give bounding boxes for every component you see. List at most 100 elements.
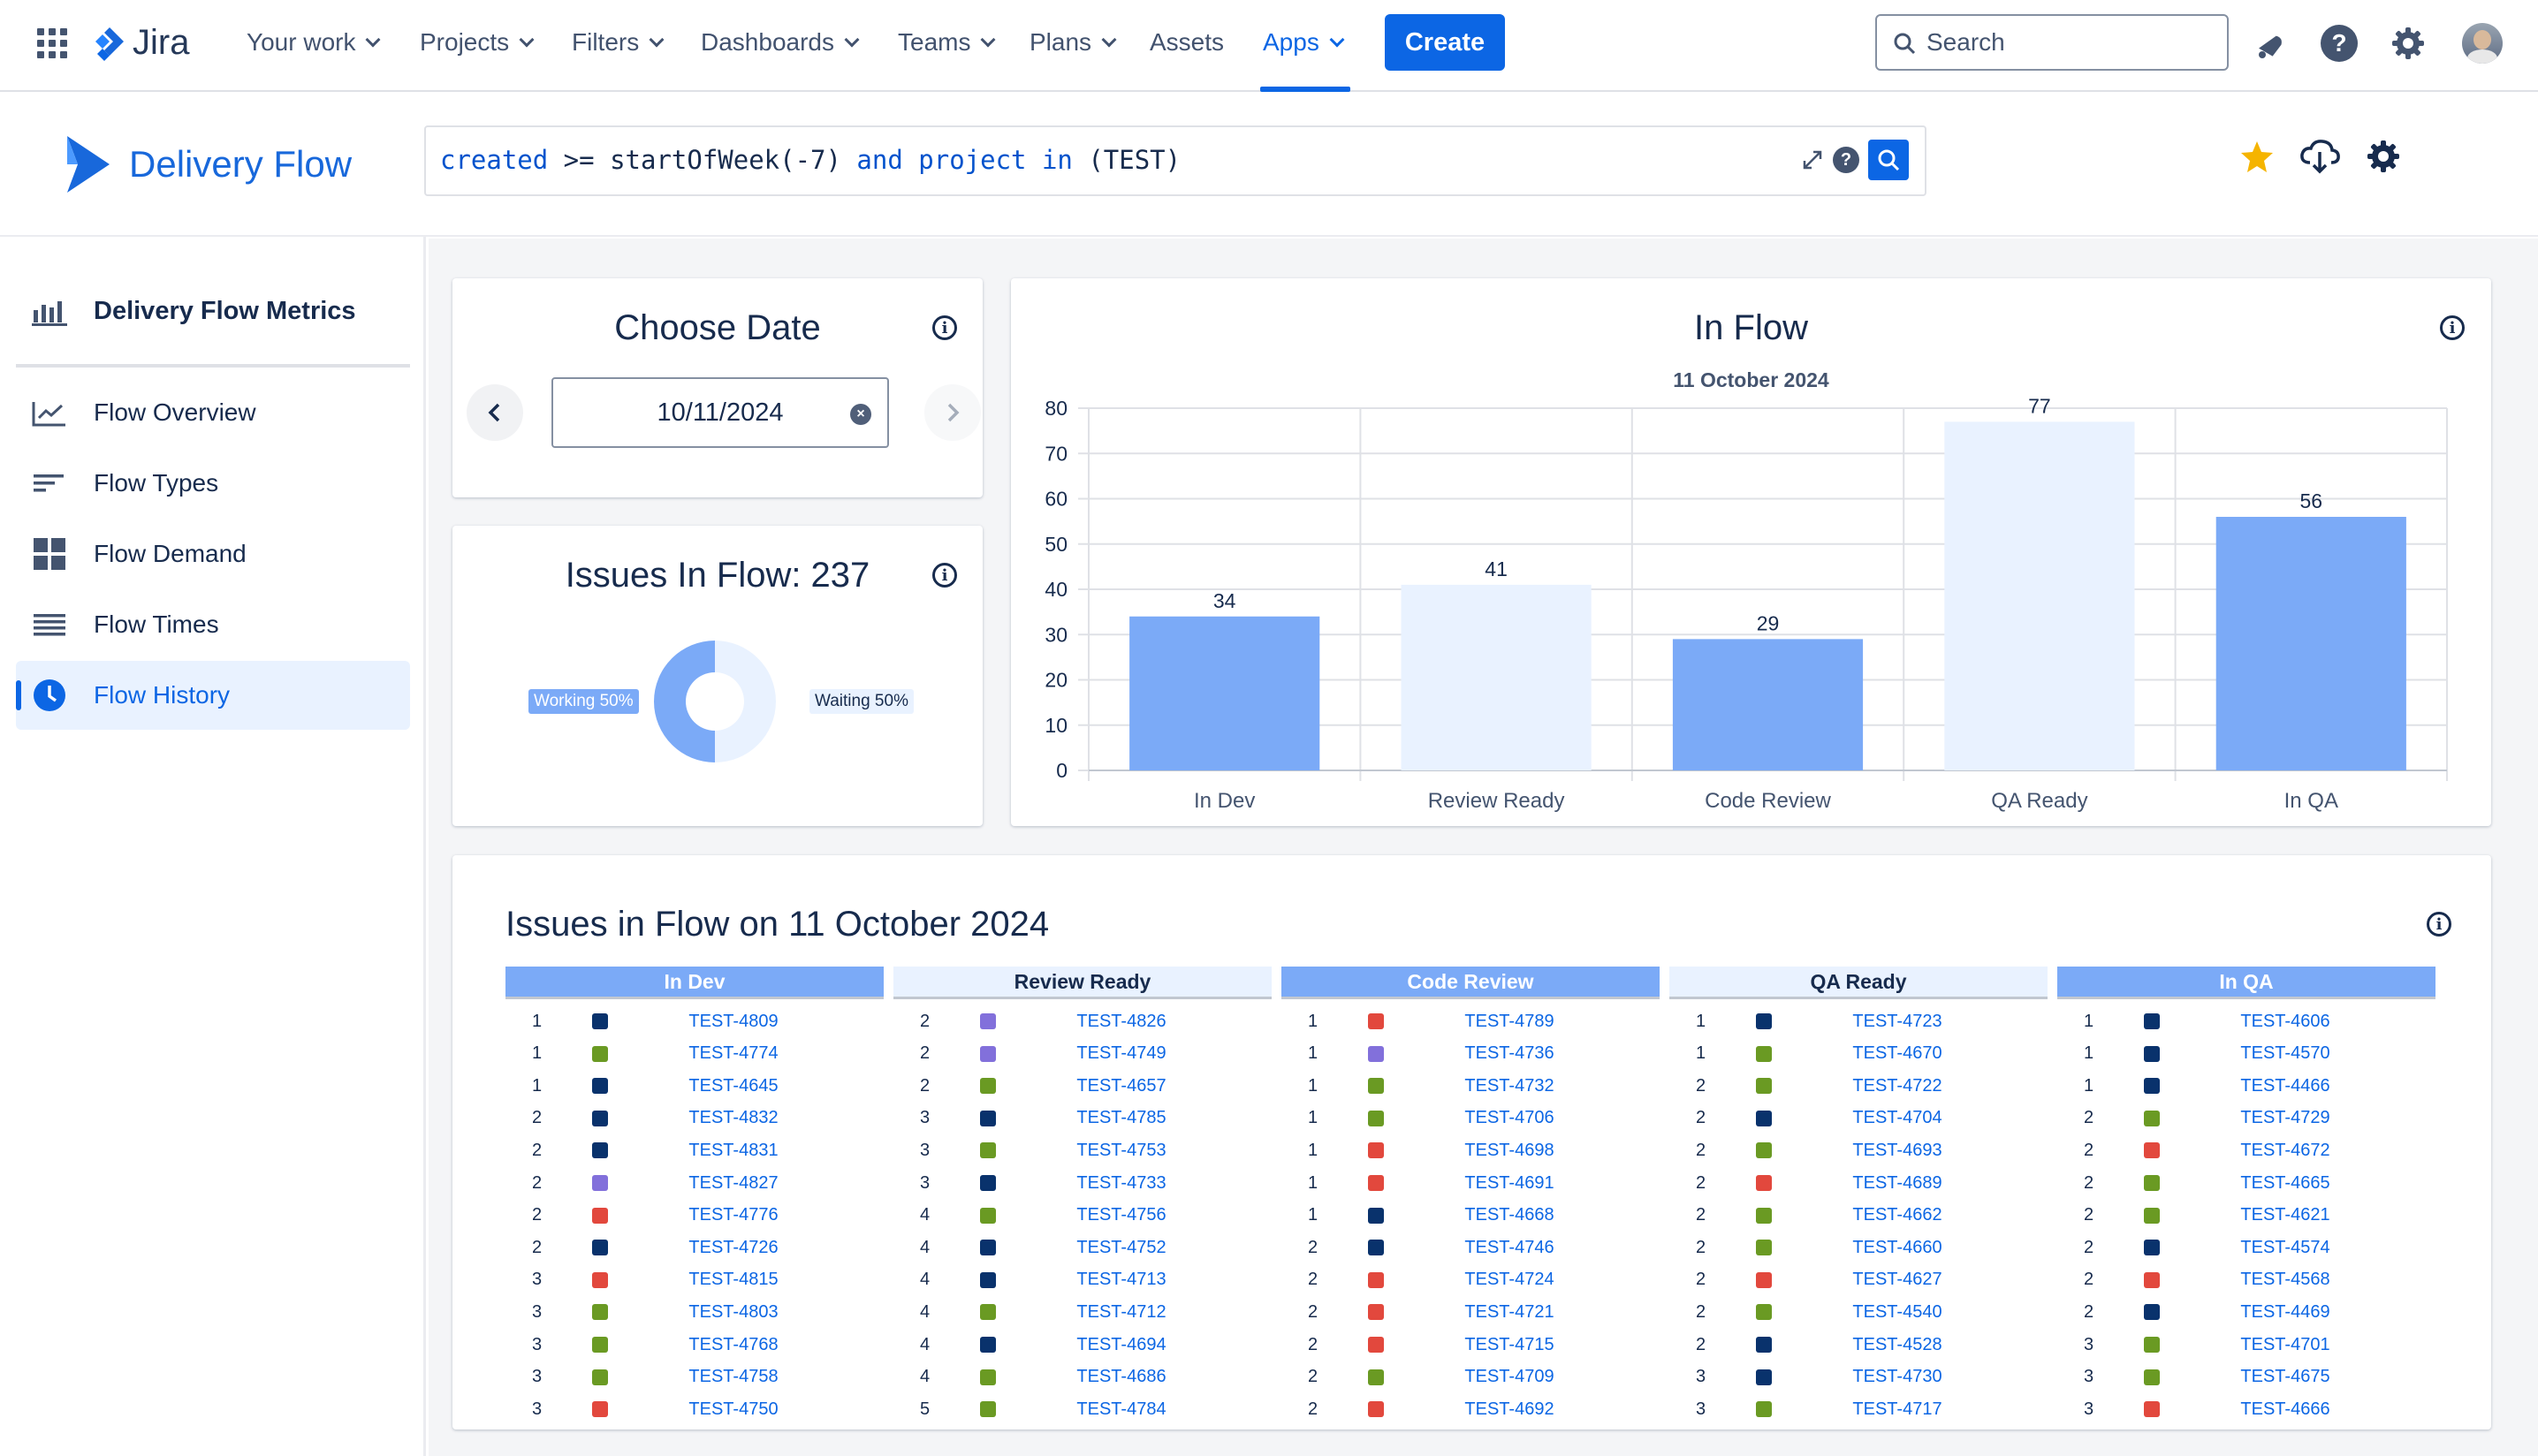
issue-key-link[interactable]: TEST-4568	[2240, 1270, 2330, 1290]
issue-key-link[interactable]: TEST-4668	[1464, 1205, 1554, 1225]
create-button[interactable]: Create	[1385, 14, 1505, 71]
expand-icon[interactable]	[1801, 148, 1824, 171]
jql-help-icon[interactable]: ?	[1833, 147, 1859, 173]
issue-key-link[interactable]: TEST-4752	[1076, 1237, 1166, 1257]
issue-key-link[interactable]: TEST-4694	[1076, 1334, 1166, 1354]
issue-key-link[interactable]: TEST-4809	[688, 1011, 779, 1031]
nav-filters[interactable]: Filters	[572, 25, 665, 60]
issue-key-link[interactable]: TEST-4827	[688, 1172, 779, 1193]
issue-key-link[interactable]: TEST-4736	[1464, 1043, 1554, 1064]
nav-assets[interactable]: Assets	[1150, 25, 1224, 60]
issue-key-link[interactable]: TEST-4540	[1852, 1301, 1942, 1322]
nav-your-work[interactable]: Your work	[247, 25, 381, 60]
info-icon[interactable]: i	[2427, 912, 2451, 937]
issue-key-link[interactable]: TEST-4789	[1464, 1011, 1554, 1031]
sidebar-item-flow-types[interactable]: Flow Types	[16, 449, 410, 518]
app-settings-icon[interactable]	[2365, 138, 2402, 175]
issue-key-link[interactable]: TEST-4660	[1852, 1237, 1942, 1257]
issue-key-link[interactable]: TEST-4726	[688, 1237, 779, 1257]
issue-key-link[interactable]: TEST-4832	[688, 1108, 779, 1128]
issue-key-link[interactable]: TEST-4706	[1464, 1108, 1554, 1128]
issue-key-link[interactable]: TEST-4691	[1464, 1172, 1554, 1193]
issue-key-link[interactable]: TEST-4662	[1852, 1205, 1942, 1225]
issue-key-link[interactable]: TEST-4469	[2240, 1301, 2330, 1322]
issue-key-link[interactable]: TEST-4749	[1076, 1043, 1166, 1064]
issue-key-link[interactable]: TEST-4712	[1076, 1301, 1166, 1322]
issue-key-link[interactable]: TEST-4732	[1464, 1075, 1554, 1096]
issue-key-link[interactable]: TEST-4715	[1464, 1334, 1554, 1354]
issue-key-link[interactable]: TEST-4721	[1464, 1301, 1554, 1322]
issue-key-link[interactable]: TEST-4645	[688, 1075, 779, 1096]
issue-key-link[interactable]: TEST-4733	[1076, 1172, 1166, 1193]
issue-key-link[interactable]: TEST-4692	[1464, 1399, 1554, 1419]
issue-key-link[interactable]: TEST-4466	[2240, 1075, 2330, 1096]
notifications-icon[interactable]	[2252, 27, 2287, 62]
nav-dashboards[interactable]: Dashboards	[701, 25, 860, 60]
issue-key-link[interactable]: TEST-4627	[1852, 1270, 1942, 1290]
issue-key-link[interactable]: TEST-4665	[2240, 1172, 2330, 1193]
sidebar-item-flow-times[interactable]: Flow Times	[16, 590, 410, 659]
issue-key-link[interactable]: TEST-4574	[2240, 1237, 2330, 1257]
issue-key-link[interactable]: TEST-4753	[1076, 1140, 1166, 1160]
jql-query-input[interactable]: created >= startOfWeek(-7) and project i…	[424, 125, 1926, 196]
issue-key-link[interactable]: TEST-4774	[688, 1043, 779, 1064]
info-icon[interactable]: i	[932, 315, 957, 340]
search-input[interactable]: Search	[1875, 14, 2229, 71]
issue-key-link[interactable]: TEST-4672	[2240, 1140, 2330, 1160]
issue-key-link[interactable]: TEST-4675	[2240, 1367, 2330, 1387]
info-icon[interactable]: i	[2440, 315, 2465, 340]
sidebar-item-flow-overview[interactable]: Flow Overview	[16, 378, 410, 447]
star-favorite-icon[interactable]	[2239, 140, 2275, 173]
nav-apps[interactable]: Apps	[1263, 25, 1345, 60]
next-date-button[interactable]	[924, 384, 981, 441]
nav-teams[interactable]: Teams	[898, 25, 996, 60]
issue-key-link[interactable]: TEST-4776	[688, 1205, 779, 1225]
clear-date-icon[interactable]: ×	[850, 404, 871, 425]
issue-key-link[interactable]: TEST-4709	[1464, 1367, 1554, 1387]
issue-key-link[interactable]: TEST-4713	[1076, 1270, 1166, 1290]
issue-key-link[interactable]: TEST-4826	[1076, 1011, 1166, 1031]
issue-key-link[interactable]: TEST-4750	[688, 1399, 779, 1419]
sidebar-item-flow-history[interactable]: Flow History	[16, 661, 410, 730]
jira-logo[interactable]: Jira	[92, 23, 189, 63]
cloud-download-icon[interactable]	[2299, 138, 2340, 175]
delivery-flow-brand[interactable]: Delivery Flow	[60, 133, 352, 196]
issue-key-link[interactable]: TEST-4693	[1852, 1140, 1942, 1160]
sidebar-item-flow-demand[interactable]: Flow Demand	[16, 519, 410, 588]
issue-key-link[interactable]: TEST-4815	[688, 1270, 779, 1290]
issue-key-link[interactable]: TEST-4657	[1076, 1075, 1166, 1096]
issue-key-link[interactable]: TEST-4803	[688, 1301, 779, 1322]
issue-key-link[interactable]: TEST-4746	[1464, 1237, 1554, 1257]
issue-key-link[interactable]: TEST-4698	[1464, 1140, 1554, 1160]
nav-projects[interactable]: Projects	[420, 25, 535, 60]
issue-key-link[interactable]: TEST-4686	[1076, 1367, 1166, 1387]
issue-key-link[interactable]: TEST-4785	[1076, 1108, 1166, 1128]
issue-key-link[interactable]: TEST-4701	[2240, 1334, 2330, 1354]
issue-key-link[interactable]: TEST-4784	[1076, 1399, 1166, 1419]
issue-key-link[interactable]: TEST-4666	[2240, 1399, 2330, 1419]
issue-key-link[interactable]: TEST-4689	[1852, 1172, 1942, 1193]
issue-key-link[interactable]: TEST-4704	[1852, 1108, 1942, 1128]
issue-key-link[interactable]: TEST-4670	[1852, 1043, 1942, 1064]
issue-key-link[interactable]: TEST-4756	[1076, 1205, 1166, 1225]
issue-key-link[interactable]: TEST-4606	[2240, 1011, 2330, 1031]
jql-search-button[interactable]	[1868, 140, 1909, 180]
issue-key-link[interactable]: TEST-4730	[1852, 1367, 1942, 1387]
nav-plans[interactable]: Plans	[1030, 25, 1117, 60]
issue-key-link[interactable]: TEST-4621	[2240, 1205, 2330, 1225]
help-icon[interactable]: ?	[2321, 25, 2358, 62]
issue-key-link[interactable]: TEST-4717	[1852, 1399, 1942, 1419]
previous-date-button[interactable]	[467, 384, 523, 441]
info-icon[interactable]: i	[932, 563, 957, 588]
user-avatar[interactable]	[2462, 23, 2503, 64]
settings-gear-icon[interactable]	[2390, 25, 2427, 62]
issue-key-link[interactable]: TEST-4570	[2240, 1043, 2330, 1064]
issue-key-link[interactable]: TEST-4729	[2240, 1108, 2330, 1128]
issue-key-link[interactable]: TEST-4758	[688, 1367, 779, 1387]
app-switcher-icon[interactable]	[37, 28, 67, 58]
issue-key-link[interactable]: TEST-4768	[688, 1334, 779, 1354]
issue-key-link[interactable]: TEST-4528	[1852, 1334, 1942, 1354]
issue-key-link[interactable]: TEST-4831	[688, 1140, 779, 1160]
issue-key-link[interactable]: TEST-4722	[1852, 1075, 1942, 1096]
date-input[interactable]: 10/11/2024 ×	[551, 377, 889, 448]
